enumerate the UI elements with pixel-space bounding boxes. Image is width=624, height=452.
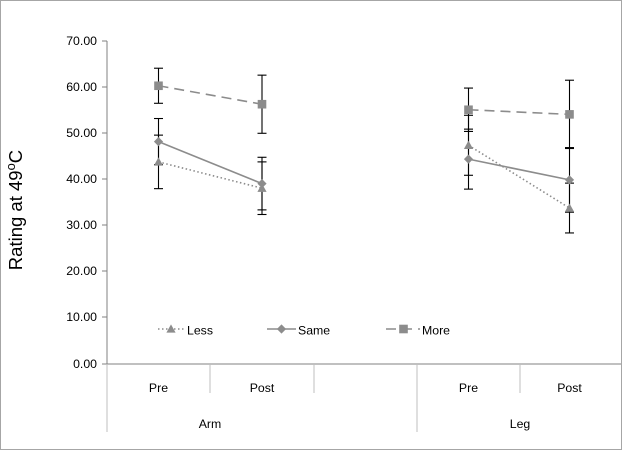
svg-text:40.00: 40.00 (66, 172, 97, 186)
svg-text:More: More (422, 324, 450, 338)
svg-text:50.00: 50.00 (66, 126, 97, 140)
svg-text:70.00: 70.00 (66, 34, 97, 48)
svg-text:10.00: 10.00 (66, 310, 97, 324)
svg-text:60.00: 60.00 (66, 80, 97, 94)
svg-text:Rating at 49oC: Rating at 49oC (3, 150, 27, 270)
svg-text:30.00: 30.00 (66, 218, 97, 232)
svg-text:20.00: 20.00 (66, 264, 97, 278)
svg-text:Pre: Pre (149, 381, 168, 395)
svg-text:Post: Post (250, 381, 275, 395)
svg-text:Pre: Pre (459, 381, 478, 395)
svg-text:0.00: 0.00 (73, 357, 97, 371)
svg-text:Leg: Leg (510, 417, 531, 431)
svg-text:Arm: Arm (199, 417, 222, 431)
svg-text:Same: Same (298, 324, 330, 338)
svg-text:Post: Post (557, 381, 582, 395)
svg-text:Less: Less (187, 324, 213, 338)
